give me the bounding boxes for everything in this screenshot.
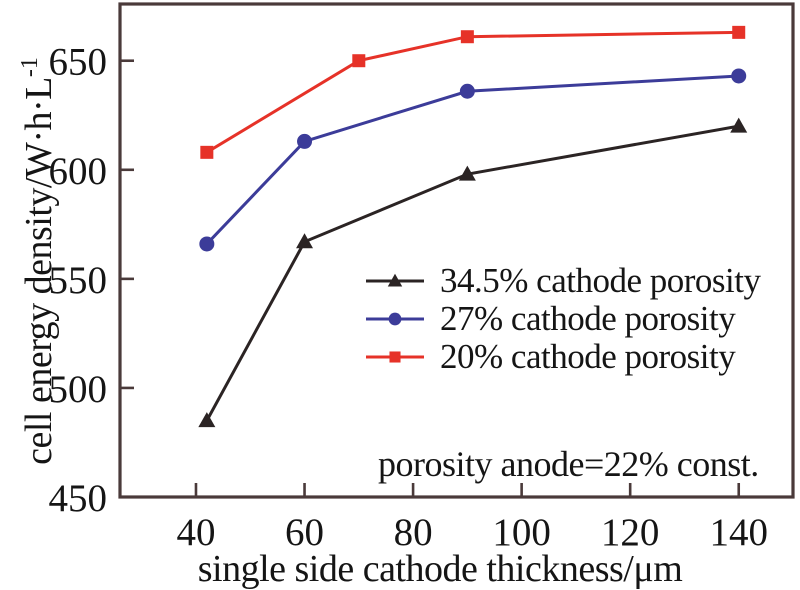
circle-marker bbox=[731, 68, 747, 84]
x-tick-label: 60 bbox=[285, 511, 324, 554]
circle-marker bbox=[297, 133, 313, 149]
circle-marker bbox=[459, 83, 475, 99]
series-line bbox=[206, 30, 739, 154]
legend-marker-circle bbox=[366, 312, 424, 326]
x-tick-label: 140 bbox=[709, 511, 768, 554]
circle-marker bbox=[388, 312, 402, 326]
legend-item: 20% cathode porosity bbox=[364, 338, 760, 376]
x-tick-label: 80 bbox=[394, 511, 433, 554]
legend-label: 34.5% cathode porosity bbox=[440, 261, 761, 300]
triangle-marker bbox=[730, 117, 748, 133]
square-marker bbox=[352, 54, 366, 68]
y-tick-label: 650 bbox=[49, 41, 108, 84]
legend: 34.5% cathode porosity 27% cathode porosi… bbox=[364, 261, 761, 376]
circle-marker bbox=[199, 236, 215, 252]
y-axis-label-superscript: -1 bbox=[17, 57, 43, 78]
y-tick-label: 600 bbox=[49, 150, 108, 193]
y-tick-label: 550 bbox=[49, 259, 108, 302]
legend-item: 27% cathode porosity bbox=[364, 300, 760, 338]
legend-label: 27% cathode porosity bbox=[440, 299, 736, 338]
legend-marker-square bbox=[366, 351, 424, 363]
annotation-text: porosity anode=22% const. bbox=[378, 444, 759, 484]
x-tick-label: 120 bbox=[601, 511, 660, 554]
legend-label: 20% cathode porosity bbox=[440, 337, 736, 376]
legend-marker-triangle bbox=[366, 273, 424, 287]
y-tick-label: 450 bbox=[49, 477, 108, 520]
legend-item: 34.5% cathode porosity bbox=[364, 261, 761, 300]
triangle-marker bbox=[198, 412, 216, 428]
x-axis-label: single side cathode thickness/μm bbox=[197, 548, 683, 590]
triangle-marker bbox=[458, 165, 476, 181]
y-axis-label: cell energy density/W·h·L-1 bbox=[9, 41, 60, 481]
square-marker bbox=[200, 145, 214, 159]
series-line bbox=[205, 124, 739, 422]
y-axis-label-text: cell energy density/W·h·L bbox=[18, 77, 60, 465]
triangle-marker bbox=[296, 233, 314, 249]
x-tick-label: 100 bbox=[492, 511, 551, 554]
square-marker bbox=[732, 25, 746, 39]
series-line bbox=[205, 74, 739, 245]
x-tick-label: 40 bbox=[176, 511, 215, 554]
y-tick-label: 500 bbox=[49, 368, 108, 411]
triangle-marker bbox=[387, 273, 403, 287]
square-marker bbox=[389, 351, 401, 363]
plot-border bbox=[118, 2, 795, 499]
square-marker bbox=[460, 30, 474, 44]
